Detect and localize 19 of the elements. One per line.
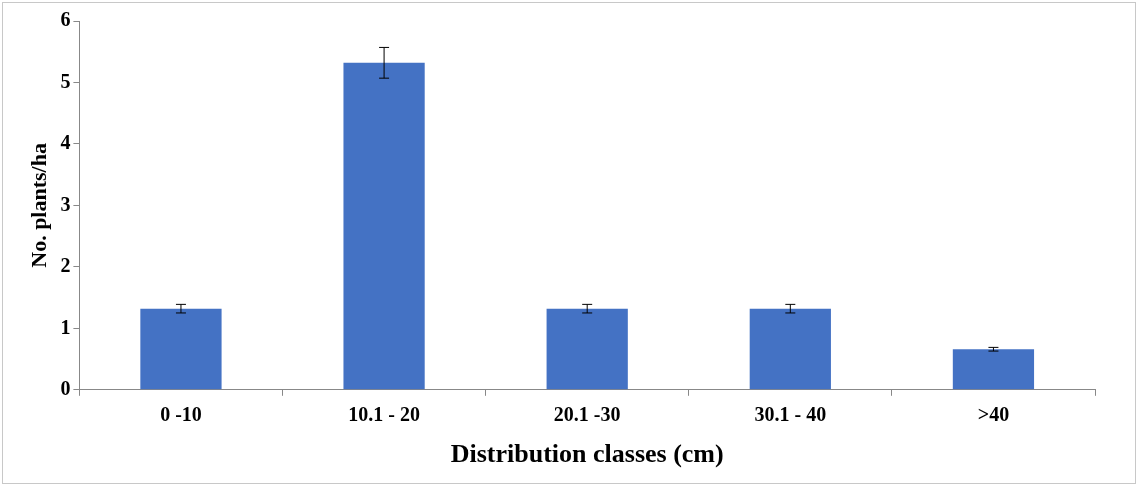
x-tick-label: 20.1 -30	[553, 402, 621, 425]
bar	[140, 308, 222, 390]
x-tick-label: 0 -10	[160, 402, 202, 425]
x-axis-title: Distribution classes (cm)	[450, 439, 724, 469]
y-axis-title: No. plants/ha	[25, 143, 51, 268]
x-tick-label: 30.1 - 40	[754, 402, 827, 425]
y-tick-label: 5	[60, 69, 71, 92]
y-tick-label: 0	[60, 376, 71, 399]
bar	[749, 308, 831, 390]
bar	[546, 308, 628, 390]
y-tick-label: 1	[60, 315, 71, 338]
bar	[343, 62, 425, 390]
y-tick-label: 2	[60, 254, 71, 277]
y-tick-label: 6	[60, 8, 71, 31]
bar	[952, 349, 1035, 390]
x-tick-label: >40	[977, 402, 1010, 425]
y-tick-label: 3	[60, 192, 71, 215]
x-tick-label: 10.1 - 20	[348, 402, 420, 425]
y-tick-label: 4	[60, 131, 71, 154]
